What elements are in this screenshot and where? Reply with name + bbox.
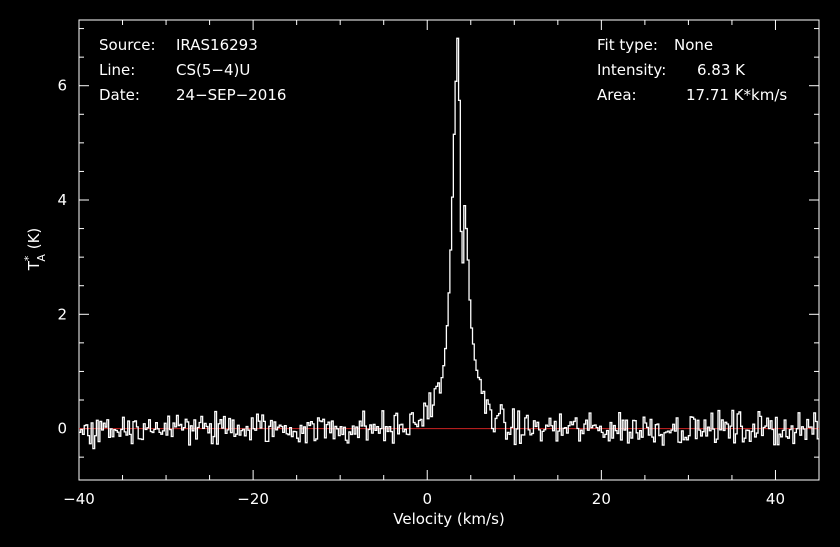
line-value: CS(5−4)U xyxy=(176,61,250,79)
date-value: 24−SEP−2016 xyxy=(176,86,286,104)
y-tick-label: 6 xyxy=(57,77,67,95)
fit-type-value: None xyxy=(674,36,713,54)
y-axis-label-unit: (K) xyxy=(25,228,43,254)
x-tick-label: −40 xyxy=(63,490,95,508)
fit-type-label: Fit type: xyxy=(597,36,658,54)
x-tick-label: 40 xyxy=(766,490,785,508)
source-value: IRAS16293 xyxy=(176,36,258,54)
y-axis-label-sub: A xyxy=(35,254,48,262)
axes xyxy=(78,19,820,481)
y-axis-label-sup: * xyxy=(22,255,35,261)
x-tick-label: 0 xyxy=(422,490,432,508)
y-tick-label: 4 xyxy=(57,191,67,209)
source-label: Source: xyxy=(99,36,156,54)
y-tick-label: 2 xyxy=(57,305,67,323)
svg-text:T*A (K): T*A (K) xyxy=(22,228,48,272)
ticks: −40 −20 0 20 40 0 2 4 6 xyxy=(57,20,820,508)
plot-frame xyxy=(78,19,820,481)
area-value: 17.71 K*km/s xyxy=(686,86,787,104)
x-tick-label: 20 xyxy=(592,490,611,508)
y-axis-label-main: T xyxy=(25,260,43,271)
area-label: Area: xyxy=(597,86,637,104)
spectrum-layer xyxy=(79,37,819,450)
date-label: Date: xyxy=(99,86,140,104)
header-left: Source: IRAS16293 Line: CS(5−4)U Date: 2… xyxy=(99,36,286,104)
x-tick-label: −20 xyxy=(237,490,269,508)
y-tick-label: 0 xyxy=(57,420,67,438)
intensity-label: Intensity: xyxy=(597,61,666,79)
line-label: Line: xyxy=(99,61,135,79)
header-right: Fit type: None Intensity: 6.83 K Area: 1… xyxy=(597,36,787,104)
y-axis-label: T*A (K) xyxy=(22,228,48,272)
x-axis-label: Velocity (km/s) xyxy=(393,510,504,528)
spectrum-line xyxy=(79,37,819,450)
intensity-value: 6.83 K xyxy=(697,61,746,79)
